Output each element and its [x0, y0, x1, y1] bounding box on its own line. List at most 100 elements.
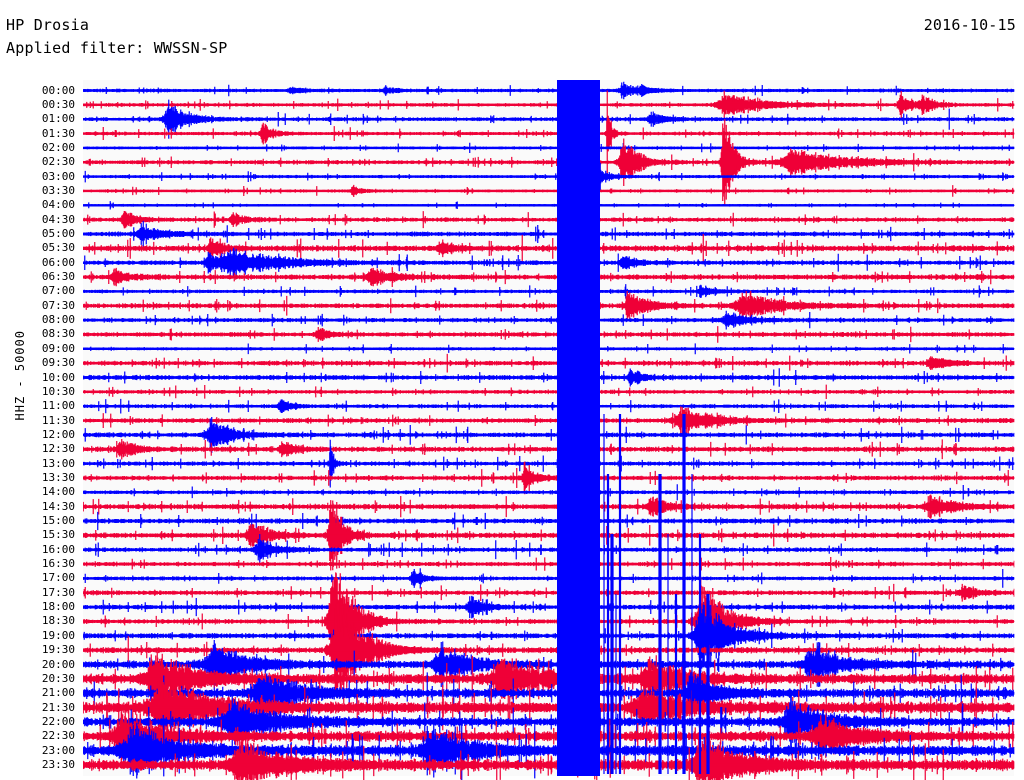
trace-row-1400: [82, 484, 1015, 501]
time-label-1030: 10:30: [41, 384, 75, 398]
time-label-1730: 17:30: [41, 585, 75, 599]
trace-row-0700: [82, 284, 1015, 299]
trace-row-1800: [82, 595, 1015, 619]
trace-row-1330: [82, 461, 1015, 495]
trace-row-0430: [82, 210, 1015, 229]
time-label-0330: 03:30: [41, 183, 75, 197]
time-label-0730: 07:30: [41, 298, 75, 312]
trace-row-0930: [82, 353, 1015, 373]
trace-row-0300: [82, 162, 1015, 191]
time-label-1130: 11:30: [41, 413, 75, 427]
time-label-1000: 10:00: [41, 370, 75, 384]
trace-row-1530: [82, 500, 1015, 571]
trace-row-1300: [82, 439, 1015, 488]
trace-row-1230: [82, 438, 1015, 460]
time-label-2200: 22:00: [41, 714, 75, 728]
trace-row-1730: [82, 583, 1015, 602]
time-label-2330: 23:30: [41, 757, 75, 771]
trace-row-0130: [82, 90, 1015, 177]
trace-row-1900: [82, 604, 1015, 668]
time-label-1800: 18:00: [41, 600, 75, 614]
trace-row-0530: [82, 234, 1015, 263]
time-label-1530: 15:30: [41, 528, 75, 542]
header-left: HP Drosia Applied filter: WWSSN-SP: [6, 14, 606, 60]
time-label-1200: 12:00: [41, 427, 75, 441]
time-label-2030: 20:30: [41, 671, 75, 685]
time-label-1430: 14:30: [41, 499, 75, 513]
time-label-0830: 08:30: [41, 327, 75, 341]
time-label-1400: 14:00: [41, 485, 75, 499]
time-label-2130: 21:30: [41, 700, 75, 714]
trace-envelope: [82, 735, 1015, 780]
trace-row-0900: [82, 343, 1015, 355]
time-label-2300: 23:00: [41, 743, 75, 757]
trace-row-1930: [82, 596, 1015, 704]
time-label-0100: 01:00: [41, 112, 75, 126]
trace-row-1100: [82, 398, 1015, 414]
applied-filter-line: Applied filter: WWSSN-SP: [6, 39, 228, 57]
trace-row-1630: [82, 557, 1015, 572]
trace-row-1030: [82, 384, 1015, 400]
time-label-1930: 19:30: [41, 643, 75, 657]
trace-row-2330: [82, 735, 1015, 780]
trace-row-0600: [82, 247, 1015, 278]
trace-row-1700: [82, 568, 1015, 589]
time-label-1830: 18:30: [41, 614, 75, 628]
trace-row-0330: [82, 184, 1015, 198]
trace-row-1130: [82, 406, 1015, 435]
time-label-2230: 22:30: [41, 729, 75, 743]
time-label-1700: 17:00: [41, 571, 75, 585]
time-label-0400: 04:00: [41, 198, 75, 212]
time-label-0500: 05:00: [41, 227, 75, 240]
time-label-0000: 00:00: [41, 83, 75, 97]
time-label-0030: 00:30: [41, 97, 75, 111]
saturation-band: [557, 80, 600, 776]
trace-row-0800: [82, 310, 1015, 330]
trace-row-1200: [82, 416, 1015, 453]
time-label-1100: 11:00: [41, 399, 75, 413]
trace-row-0500: [82, 220, 1015, 248]
trace-row-0630: [82, 267, 1015, 287]
time-label-1500: 15:00: [41, 514, 75, 527]
time-label-1600: 16:00: [41, 542, 75, 556]
trace-row-2200: [82, 689, 1015, 754]
time-label-0300: 03:00: [41, 169, 75, 183]
time-label-1300: 13:00: [41, 456, 75, 470]
time-label-0900: 09:00: [41, 341, 75, 355]
time-label-0230: 02:30: [41, 155, 75, 169]
time-label-2000: 20:00: [41, 657, 75, 671]
trace-row-0200: [82, 142, 1015, 154]
trace-row-1430: [82, 494, 1015, 519]
trace-row-2030: [82, 651, 1015, 706]
record-date: 2016-10-15: [923, 16, 1016, 34]
trace-row-0400: [82, 201, 1015, 210]
trace-row-0100: [82, 99, 1015, 139]
time-label-0130: 01:30: [41, 126, 75, 140]
time-label-0700: 07:00: [41, 284, 75, 298]
time-label-1900: 19:00: [41, 628, 75, 642]
trace-row-0730: [82, 290, 1015, 321]
trace-row-0000: [82, 81, 1015, 100]
trace-row-0030: [82, 90, 1015, 120]
time-label-1330: 13:30: [41, 470, 75, 484]
trace-row-1000: [82, 368, 1015, 387]
trace-row-2100: [82, 672, 1015, 715]
time-label-0630: 06:30: [41, 270, 75, 284]
time-label-0530: 05:30: [41, 241, 75, 255]
time-label-0200: 02:00: [41, 140, 75, 154]
station-title: HP Drosia: [6, 16, 90, 34]
time-label-0430: 04:30: [41, 212, 75, 226]
time-axis-labels: 00:00 00:30 01:00 01:30 02:00 02:30 03:00 03:30…: [0, 0, 83, 780]
trace-row-1600: [82, 533, 1015, 566]
trace-row-0230: [82, 119, 1015, 206]
time-label-1230: 12:30: [41, 442, 75, 456]
time-label-1630: 16:30: [41, 557, 75, 571]
trace-row-1500: [82, 511, 1015, 531]
time-label-2100: 21:00: [41, 686, 75, 700]
time-label-0600: 06:00: [41, 255, 75, 269]
trace-row-1830: [82, 572, 1015, 671]
trace-row-2230: [82, 705, 1015, 767]
